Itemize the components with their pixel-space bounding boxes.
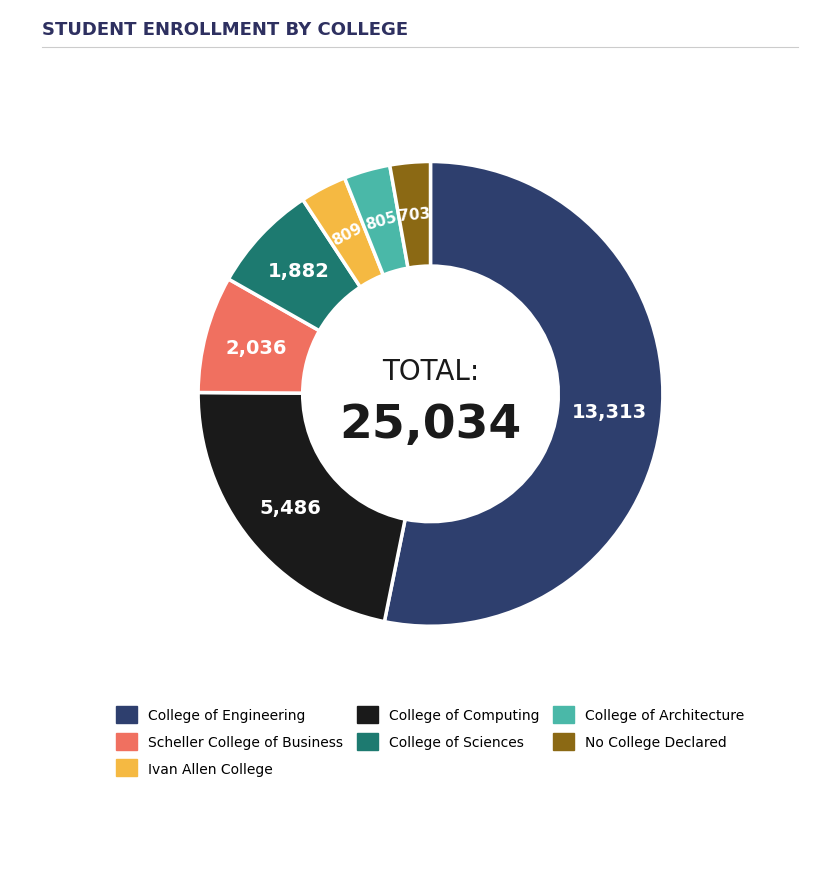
Text: 703: 703 [398, 206, 431, 224]
Text: 805: 805 [364, 209, 398, 233]
Text: 13,313: 13,313 [572, 403, 648, 421]
Wedge shape [385, 163, 663, 627]
Wedge shape [303, 179, 383, 288]
Wedge shape [344, 166, 408, 275]
Text: 5,486: 5,486 [260, 499, 322, 517]
Legend: College of Engineering, Scheller College of Business, Ivan Allen College, Colleg: College of Engineering, Scheller College… [111, 700, 750, 782]
Text: TOTAL:: TOTAL: [382, 357, 479, 385]
Text: 25,034: 25,034 [339, 402, 522, 447]
Wedge shape [198, 393, 405, 622]
Text: 2,036: 2,036 [226, 338, 287, 357]
Wedge shape [198, 280, 319, 394]
Wedge shape [390, 163, 431, 269]
Text: 1,882: 1,882 [268, 262, 330, 281]
Text: STUDENT ENROLLMENT BY COLLEGE: STUDENT ENROLLMENT BY COLLEGE [42, 21, 408, 39]
Text: 809: 809 [330, 221, 365, 249]
Wedge shape [228, 201, 360, 331]
